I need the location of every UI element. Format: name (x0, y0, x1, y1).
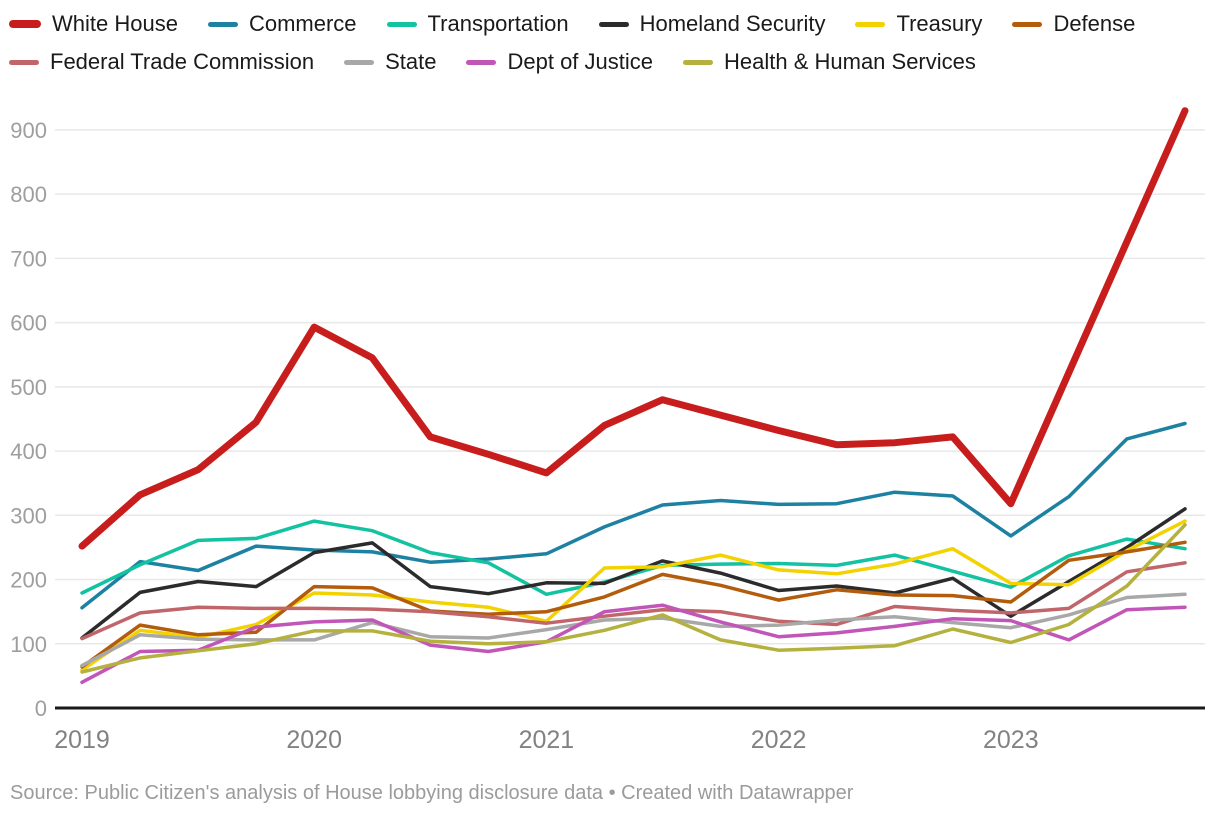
y-axis-tick-label-600: 600 (10, 311, 47, 336)
y-axis-tick-label-100: 100 (10, 632, 47, 657)
legend-item-defense: Defense (1012, 11, 1136, 36)
chart-footer: Source: Public Citizen's analysis of Hou… (10, 782, 1210, 805)
source-text: Source: Public Citizen's analysis of Hou… (10, 782, 854, 804)
legend-item-label: Health & Human Services (724, 49, 976, 75)
legend-item-white-house: White House (9, 11, 178, 36)
legend-swatch-icon (9, 20, 41, 29)
legend-item-label: Dept of Justice (507, 49, 653, 75)
legend-item-dept-of-justice: Dept of Justice (466, 49, 653, 75)
legend-item-state: State (344, 49, 437, 75)
legend-item-health-human-services: Health & Human Services (683, 49, 976, 75)
legend-swatch-icon (466, 59, 497, 65)
y-axis-tick-label-400: 400 (10, 439, 47, 464)
legend-item-label: White House (52, 11, 178, 36)
legend: White House Commerce Transportation Homelan… (9, 11, 1216, 75)
legend-swatch-icon (598, 21, 629, 27)
series-line-federal-trade-commission (80, 561, 1187, 641)
x-axis-tick-label-2023: 2023 (983, 726, 1039, 754)
x-axis-tick-label-2019: 2019 (54, 726, 110, 754)
x-axis-tick-label-2021: 2021 (519, 726, 575, 754)
legend-item-federal-trade-commission: Federal Trade Commission (9, 49, 315, 75)
legend-item-commerce: Commerce (207, 11, 357, 36)
legend-item-label: Federal Trade Commission (50, 49, 315, 75)
legend-item-label: State (385, 49, 437, 75)
legend-item-label: Defense (1053, 11, 1136, 36)
legend-item-label: Transportation (427, 11, 569, 36)
y-axis-tick-label-0: 0 (35, 696, 47, 721)
series-line-treasury (80, 519, 1187, 672)
series-line-white-house (78, 107, 1189, 550)
y-axis-tick-label-500: 500 (10, 375, 47, 400)
legend-swatch-icon (386, 21, 417, 27)
x-axis-tick-label-2020: 2020 (286, 726, 342, 754)
series-line-dept-of-justice (80, 603, 1187, 685)
legend-item-label: Treasury (896, 11, 983, 36)
y-axis-tick-label-900: 900 (10, 118, 47, 143)
series-line-commerce (80, 421, 1187, 610)
legend-swatch-icon (855, 21, 886, 27)
legend-swatch-icon (683, 59, 713, 65)
legend-item-transportation: Transportation (386, 11, 569, 36)
y-axis-tick-label-800: 800 (10, 182, 47, 207)
legend-swatch-icon (344, 59, 375, 65)
legend-item-homeland-security: Homeland Security (598, 11, 826, 36)
series-line-defense (80, 540, 1187, 669)
y-axis-tick-label-300: 300 (10, 503, 47, 528)
legend-swatch-icon (1012, 21, 1043, 27)
series-line-health-human-services (80, 523, 1187, 674)
line-chart: 0 100 200 300 400 500 600 700 800 900 2019 2020 2021… (10, 107, 1205, 754)
legend-item-label: Commerce (248, 11, 357, 36)
y-axis-tick-label-700: 700 (10, 246, 47, 271)
series-line-homeland-security (80, 507, 1187, 640)
legend-item-treasury: Treasury (855, 11, 983, 36)
legend-swatch-icon (207, 21, 238, 27)
legend-swatch-icon (9, 59, 39, 65)
legend-item-label: Homeland Security (639, 11, 826, 36)
x-axis-tick-label-2022: 2022 (751, 726, 807, 754)
y-axis-tick-label-200: 200 (10, 568, 47, 593)
